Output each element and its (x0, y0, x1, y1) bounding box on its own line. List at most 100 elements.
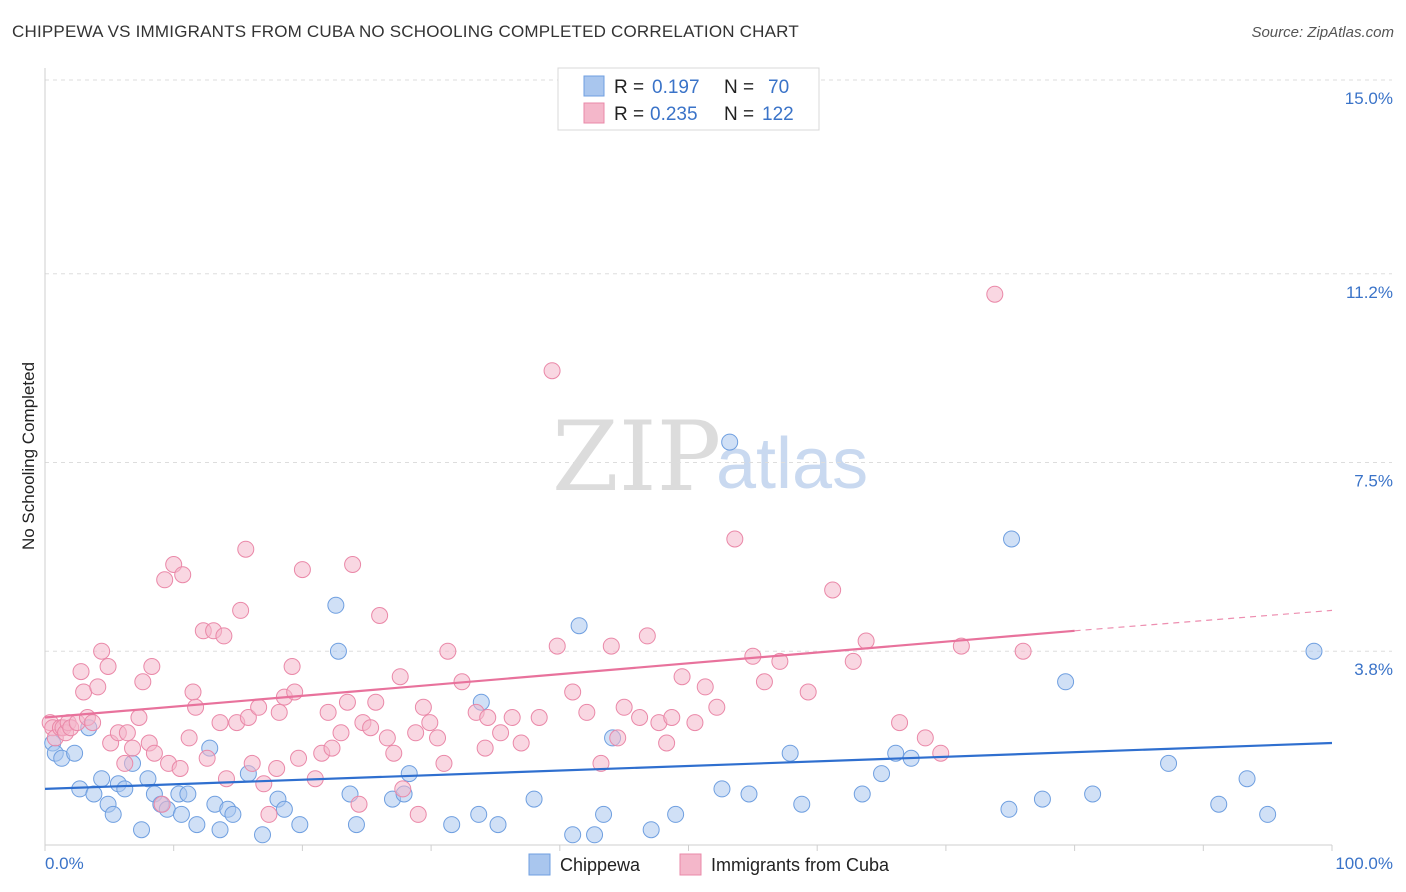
data-point (124, 739, 142, 757)
legend-r-value-1: 0.197 (652, 77, 700, 98)
y-tick-label: 11.2% (1346, 283, 1393, 302)
data-point (916, 729, 934, 747)
data-point (134, 673, 152, 691)
data-point (371, 607, 389, 624)
data-point (1305, 642, 1323, 660)
bottom-legend: Chippewa Immigrants from Cuba (528, 853, 890, 876)
watermark-atlas: atlas (716, 424, 868, 504)
legend-n-label-2: N = (724, 104, 754, 125)
data-point (290, 749, 308, 767)
data-point (1014, 642, 1032, 660)
data-point (338, 693, 356, 711)
bottom-legend-swatch-chippewa (528, 853, 551, 876)
trend-line (44, 629, 1075, 719)
data-point (139, 770, 157, 788)
data-point (323, 739, 341, 757)
data-point (93, 770, 111, 788)
data-point (578, 703, 596, 721)
data-point (89, 678, 107, 696)
data-point (476, 739, 494, 757)
x-tick-label-min: 0.0% (45, 854, 84, 873)
data-point (153, 795, 171, 813)
data-point (891, 714, 909, 732)
x-tick-marks (44, 845, 1333, 851)
data-point (179, 785, 197, 803)
data-point (327, 596, 345, 614)
data-point (188, 816, 206, 834)
data-point (673, 668, 691, 686)
data-point (211, 821, 229, 839)
data-point (602, 637, 620, 655)
data-point (615, 698, 633, 716)
data-point (130, 709, 148, 726)
data-point (512, 734, 530, 752)
y-axis-label: No Schooling Completed (19, 362, 38, 550)
x-tick-label-max: 100.0% (1335, 854, 1393, 873)
data-point (143, 658, 161, 675)
data-point (564, 683, 582, 701)
data-point (631, 709, 649, 726)
data-point (1160, 754, 1178, 772)
data-point (726, 530, 744, 548)
data-point (592, 754, 610, 772)
data-point (952, 637, 970, 655)
data-point (400, 765, 418, 783)
data-point (118, 724, 136, 742)
data-point (492, 724, 510, 742)
grid-lines (45, 79, 1392, 652)
data-point (293, 561, 311, 579)
legend-r-value-2: 0.235 (650, 104, 698, 125)
y-tick-label: 15.0% (1345, 89, 1393, 108)
data-point (187, 698, 205, 716)
legend-n-value-2: 122 (762, 104, 794, 125)
data-point (329, 642, 347, 660)
data-point (250, 698, 268, 716)
data-point (642, 821, 660, 839)
legend-r-label-2: R = (614, 104, 644, 125)
data-point (347, 816, 365, 834)
data-point (174, 566, 192, 584)
series-cuba (41, 285, 1032, 823)
data-point (744, 647, 762, 665)
data-point (145, 744, 163, 762)
data-point (198, 749, 216, 767)
data-point (283, 658, 301, 675)
data-point (378, 729, 396, 747)
data-point (184, 683, 202, 701)
data-point (1238, 770, 1256, 788)
data-point (638, 627, 656, 645)
data-point (857, 632, 875, 650)
data-point (362, 719, 380, 737)
chart-title: CHIPPEWA VS IMMIGRANTS FROM CUBA NO SCHO… (12, 22, 799, 41)
data-point (435, 754, 453, 772)
data-point (260, 805, 278, 823)
data-point (116, 780, 134, 798)
data-point (771, 652, 789, 670)
legend: R = 0.197 N = 70 R = 0.235 N = 122 (557, 67, 820, 131)
data-point (85, 785, 103, 803)
data-point (84, 714, 102, 732)
data-point (740, 785, 758, 803)
legend-r-label-1: R = (614, 77, 644, 98)
data-point (696, 678, 714, 696)
data-point (291, 816, 309, 834)
data-point (932, 744, 950, 762)
data-point (232, 601, 250, 619)
data-point (75, 683, 93, 701)
data-point (243, 754, 261, 772)
data-point (429, 729, 447, 747)
data-point (255, 775, 273, 793)
data-point (1259, 805, 1277, 823)
data-point (443, 816, 461, 834)
data-point (686, 714, 704, 732)
data-point (824, 581, 842, 599)
data-point (367, 693, 385, 711)
data-point (1000, 800, 1018, 818)
data-point (570, 617, 588, 635)
data-point (1033, 790, 1051, 808)
y-tick-label: 7.5% (1354, 472, 1393, 491)
data-point (543, 362, 561, 380)
data-point (439, 642, 457, 660)
data-point (385, 744, 403, 762)
data-point (853, 785, 871, 803)
